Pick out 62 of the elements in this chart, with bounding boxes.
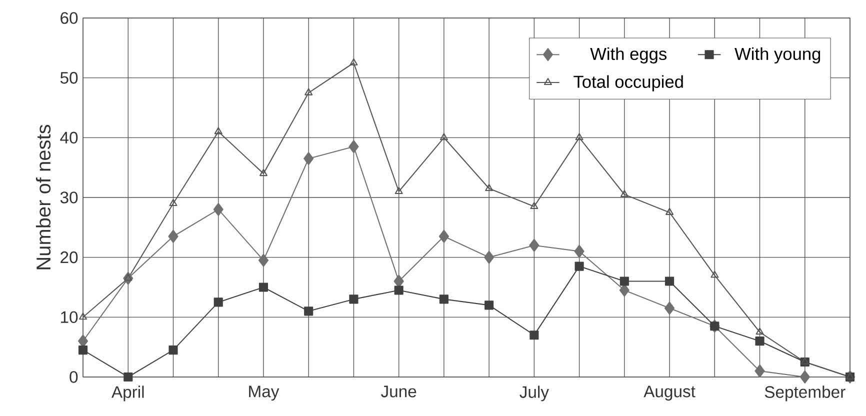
point <box>258 254 269 267</box>
y-tick-label: 10 <box>61 311 78 324</box>
y-axis-title: Number of nests <box>36 124 51 270</box>
point <box>304 306 314 316</box>
x-tick-label: April <box>112 386 144 402</box>
point <box>79 312 88 320</box>
point <box>349 294 358 304</box>
point <box>574 244 584 258</box>
point <box>530 330 539 340</box>
point <box>440 133 448 140</box>
y-tick-label: 20 <box>60 251 78 264</box>
y-tick-label: 60 <box>60 12 78 24</box>
legend-label: Total occupied <box>574 75 683 92</box>
y-tick-label: 0 <box>70 371 78 383</box>
point <box>664 302 675 315</box>
point <box>756 328 764 335</box>
point <box>394 186 403 194</box>
x-tick-label: July <box>520 386 549 402</box>
y-tick-label: 50 <box>60 72 78 84</box>
point <box>213 202 224 216</box>
point <box>620 276 629 286</box>
point <box>214 298 223 307</box>
point <box>438 230 449 243</box>
point <box>755 336 764 346</box>
point <box>78 346 88 355</box>
x-tick-label: September <box>764 386 846 402</box>
point <box>484 300 494 310</box>
legend-label: With eggs <box>590 47 667 64</box>
point <box>620 190 628 198</box>
point <box>258 282 268 292</box>
point <box>574 262 584 271</box>
point <box>304 152 314 166</box>
point <box>124 372 133 382</box>
point <box>439 294 448 304</box>
y-tick-label: 40 <box>60 132 78 144</box>
point <box>348 140 359 154</box>
point <box>394 274 404 288</box>
point <box>168 230 178 243</box>
point <box>754 364 765 378</box>
point <box>800 370 810 384</box>
y-tick-label: 30 <box>60 192 78 204</box>
point <box>666 208 674 215</box>
point <box>529 238 540 252</box>
point <box>484 250 494 264</box>
point <box>485 184 494 192</box>
x-tick-label: May <box>249 386 280 401</box>
point <box>575 133 584 140</box>
point <box>214 127 222 134</box>
point <box>665 276 674 286</box>
point <box>168 346 178 355</box>
point <box>394 286 404 295</box>
point <box>169 198 178 206</box>
point <box>304 88 313 96</box>
point <box>619 284 630 297</box>
point <box>350 58 358 66</box>
point <box>124 274 132 281</box>
point <box>530 202 538 209</box>
x-tick-label: August <box>644 386 696 401</box>
legend-label: With young <box>734 47 820 64</box>
point <box>710 270 719 278</box>
x-tick-label: June <box>381 386 416 398</box>
point <box>259 169 268 176</box>
